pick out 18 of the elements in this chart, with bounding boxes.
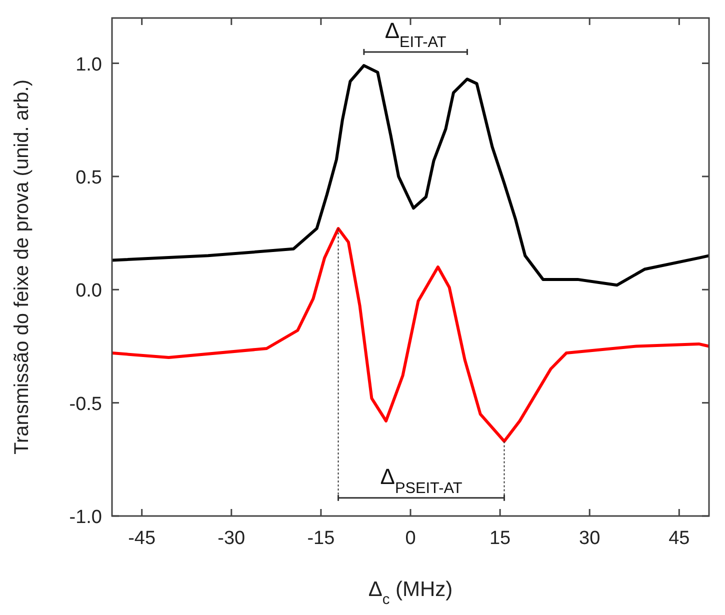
x-tick-label: 0 xyxy=(405,528,416,549)
y-tick-label: 0.0 xyxy=(76,280,102,302)
x-tick-label: -15 xyxy=(307,528,335,549)
x-axis-title: Δ$_{c}$ (MHz) xyxy=(368,578,453,608)
line-series xyxy=(110,64,710,287)
x-tick-label: -45 xyxy=(128,528,156,549)
y-tick-label: 1.0 xyxy=(76,54,102,76)
line-series xyxy=(110,227,710,443)
annotation: Δ$_{EIT-AT}$ xyxy=(384,18,447,50)
y-tick-label: 0.5 xyxy=(76,167,102,188)
x-tick-label: 45 xyxy=(668,528,690,549)
y-tick-label: -1.0 xyxy=(69,507,102,528)
x-tick-label: 15 xyxy=(489,528,511,549)
y-tick-label: -0.5 xyxy=(69,394,102,415)
y-axis-title: Transmissão do feixe de prova (unid. arb.) xyxy=(11,80,33,454)
annotation: Δ$_{PSEIT-AT}$ xyxy=(380,464,463,496)
x-tick-label: 30 xyxy=(579,528,600,549)
x-tick-label: -30 xyxy=(218,528,246,549)
